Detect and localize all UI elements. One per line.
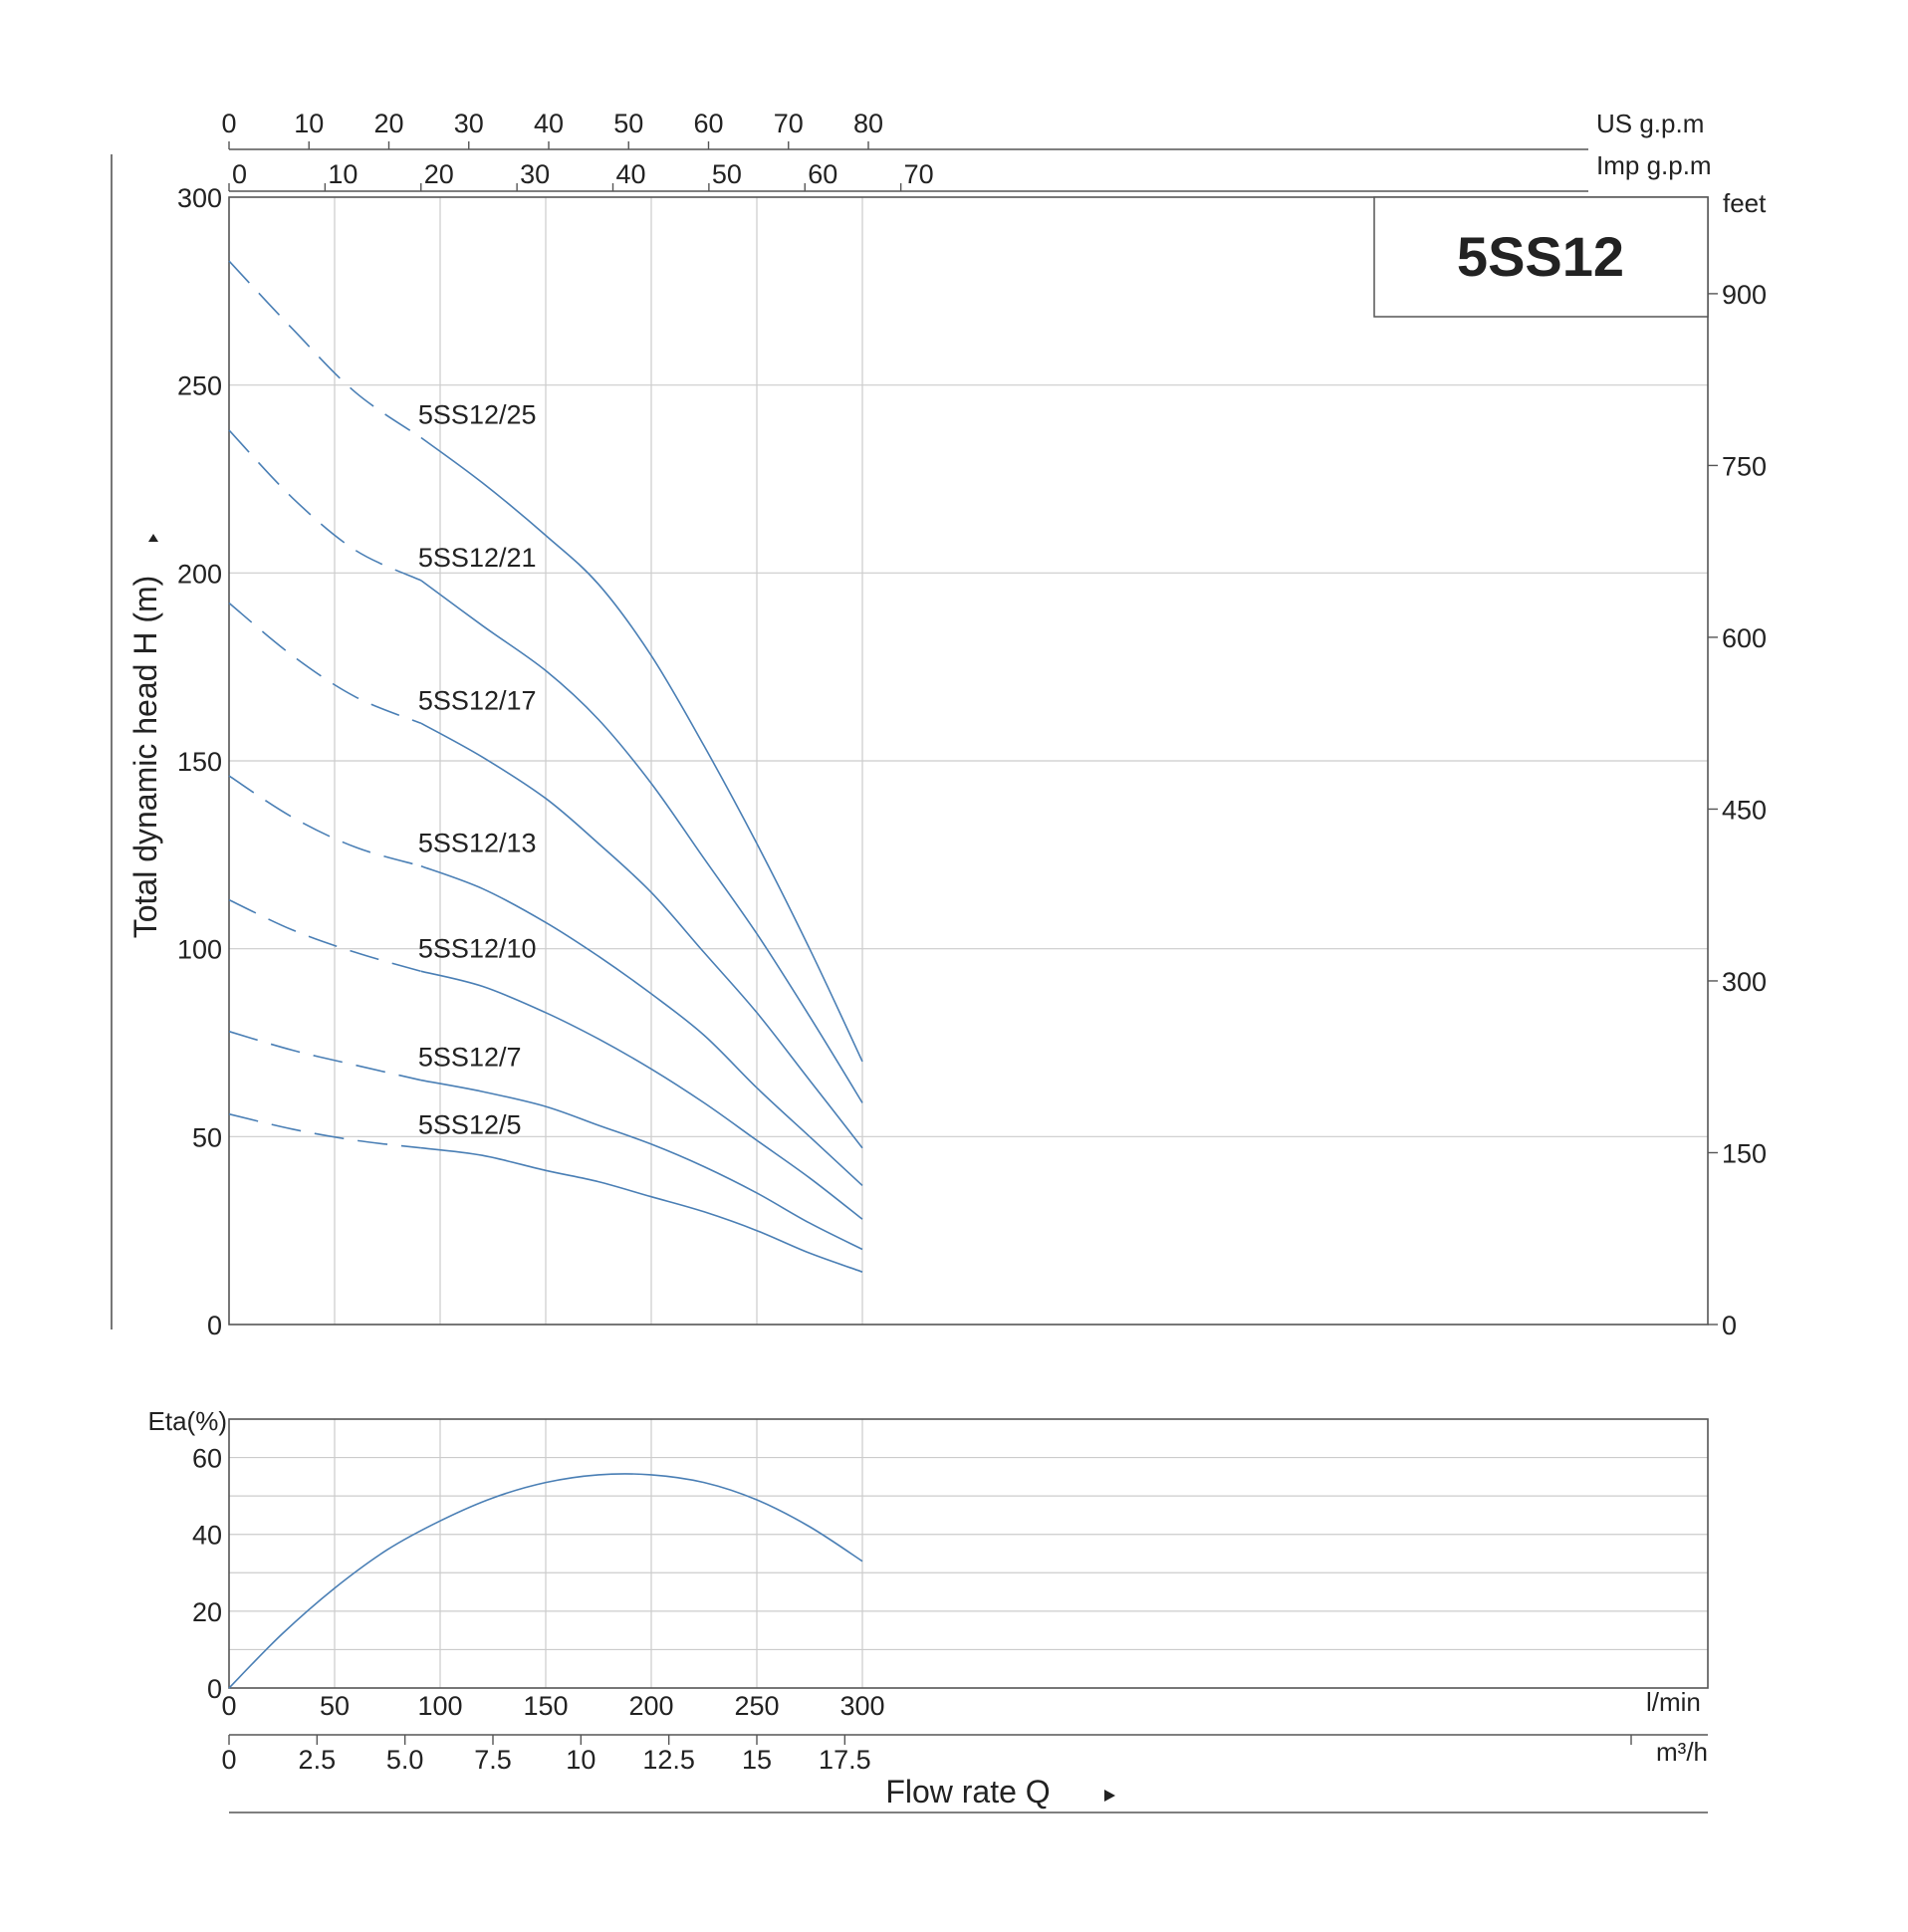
lmin-tick-label: 200 (628, 1691, 673, 1721)
impgpm-tick-label: 0 (232, 159, 247, 189)
head-curve-solid (420, 1146, 863, 1273)
head-curve-dashed (228, 260, 422, 439)
eta-tick-label: 20 (192, 1597, 222, 1627)
impgpm-tick-label: 40 (616, 159, 646, 189)
eta-curve (228, 1473, 863, 1689)
title-box (1373, 196, 1709, 318)
usgpm-tick-label: 40 (534, 109, 564, 138)
y-tick-label: 250 (177, 371, 222, 401)
chart-text: 5SS12 Total dynamic head H (m) feet US g… (127, 109, 1767, 1810)
impgpm-tick-label: 60 (808, 159, 837, 189)
eta-axis-title: Eta(%) (148, 1406, 227, 1436)
x-axis-title: Flow rate Q (885, 1774, 1050, 1810)
impgpm-tick-label: 30 (520, 159, 550, 189)
y-axis-title: Total dynamic head H (m) (127, 576, 163, 939)
feet-tick-label: 0 (1722, 1311, 1737, 1340)
curve-label: 5SS12/13 (418, 829, 537, 858)
lmin-tick-label: 100 (417, 1691, 462, 1721)
m3h-tick-label: 17.5 (819, 1745, 871, 1775)
feet-tick-label: 150 (1722, 1138, 1767, 1168)
curve-label: 5SS12/17 (418, 685, 537, 715)
axes-frames (111, 141, 1718, 1813)
head-curve-solid (420, 722, 863, 1149)
m3h-tick-label: 7.5 (474, 1745, 512, 1775)
lmin-tick-label: 0 (221, 1691, 236, 1721)
head-curve-dashed (228, 775, 422, 867)
y-tick-label: 200 (177, 559, 222, 589)
head-curve-dashed (228, 1030, 422, 1082)
eta-tick-label: 40 (192, 1521, 222, 1551)
lmin-tick-label: 50 (320, 1691, 350, 1721)
lmin-tick-label: 300 (839, 1691, 884, 1721)
usgpm-tick-label: 50 (613, 109, 643, 138)
curve-label: 5SS12/25 (418, 399, 537, 429)
chart-title: 5SS12 (1457, 225, 1624, 288)
eta-tick-label: 60 (192, 1444, 222, 1474)
impgpm-tick-label: 10 (328, 159, 358, 189)
head-plot-frame (228, 196, 1709, 1326)
m3h-tick-label: 15 (742, 1745, 772, 1775)
feet-tick-label: 300 (1722, 967, 1767, 997)
head-curve-solid (420, 864, 863, 1186)
impgpm-tick-label: 50 (712, 159, 742, 189)
impgpm-tick-label: 20 (424, 159, 454, 189)
head-curve-dashed (228, 1112, 421, 1149)
eta-plot-frame (228, 1418, 1709, 1689)
feet-tick-label: 750 (1722, 451, 1767, 481)
tick-labels: 0 10 20 30 40 50 60 70 800 10 20 30 40 50 60 7005010015… (177, 109, 1767, 1775)
y-tick-label: 50 (192, 1122, 222, 1152)
head-curves: 5SS12/25 5SS12/21 5SS12/17 5SS12/13 5SS12/10… (228, 260, 863, 1273)
y-tick-label: 0 (207, 1311, 222, 1340)
m3h-tick-label: 5.0 (386, 1745, 424, 1775)
usgpm-tick-label: 0 (221, 109, 236, 138)
x-axis-arrow-icon (1104, 1790, 1115, 1802)
feet-tick-label: 450 (1722, 795, 1767, 825)
grid (229, 197, 1708, 1688)
m3h-tick-label: 2.5 (299, 1745, 337, 1775)
head-curve-dashed (228, 429, 422, 582)
curve-label: 5SS12/21 (418, 543, 537, 573)
usgpm-tick-label: 10 (294, 109, 324, 138)
lmin-tick-label: 250 (734, 1691, 779, 1721)
y-axis-arrow-icon (148, 534, 158, 542)
curve-label: 5SS12/7 (418, 1043, 522, 1073)
head-curve-solid (420, 1079, 863, 1251)
head-curve-solid (420, 580, 863, 1103)
head-curve-solid (420, 970, 863, 1220)
impgpm-unit: Imp g.p.m (1596, 150, 1712, 180)
m3h-tick-label: 10 (566, 1745, 596, 1775)
y2-axis-unit: feet (1723, 188, 1767, 218)
curve-label: 5SS12/5 (418, 1110, 522, 1140)
usgpm-tick-label: 60 (693, 109, 723, 138)
efficiency-curve (228, 1473, 863, 1689)
lmin-tick-label: 150 (523, 1691, 568, 1721)
usgpm-tick-label: 30 (454, 109, 484, 138)
y-tick-label: 100 (177, 935, 222, 965)
head-curve-solid (420, 436, 863, 1063)
eta-tick-label: 0 (207, 1674, 222, 1704)
m3h-tick-label: 12.5 (642, 1745, 695, 1775)
usgpm-unit: US g.p.m (1596, 109, 1704, 138)
m3h-tick-label: 0 (221, 1745, 236, 1775)
y-tick-label: 300 (177, 183, 222, 213)
feet-tick-label: 600 (1722, 623, 1767, 653)
y-tick-label: 150 (177, 747, 222, 777)
usgpm-tick-label: 20 (373, 109, 403, 138)
lmin-unit: l/min (1646, 1687, 1701, 1717)
usgpm-tick-label: 80 (853, 109, 883, 138)
m3h-unit: m³/h (1656, 1737, 1708, 1767)
curve-label: 5SS12/10 (418, 933, 537, 963)
usgpm-tick-label: 70 (774, 109, 804, 138)
head-curve-dashed (228, 602, 422, 725)
impgpm-tick-label: 70 (904, 159, 934, 189)
feet-tick-label: 900 (1722, 280, 1767, 310)
head-curve-dashed (228, 898, 422, 973)
